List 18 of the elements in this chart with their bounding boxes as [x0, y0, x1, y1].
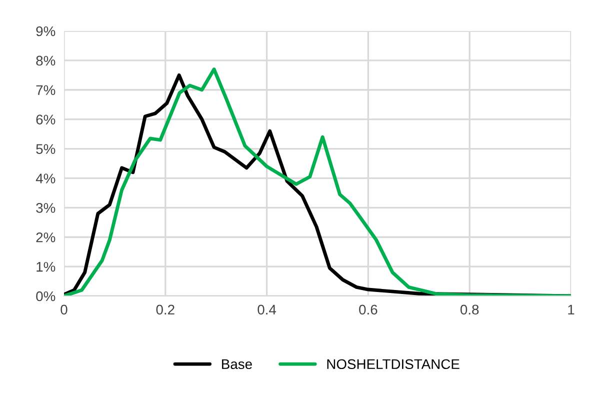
- x-tick-label: 1: [568, 304, 574, 314]
- y-tick-label: 0%: [36, 291, 56, 302]
- y-tick-label: 3%: [36, 203, 56, 213]
- x-tick-label: 0.8: [460, 304, 479, 315]
- y-tick-label: 7%: [36, 85, 56, 96]
- x-tick-label: 0.2: [156, 304, 174, 315]
- y-tick-label: 2%: [36, 232, 56, 242]
- y-tick-label: 4%: [36, 174, 56, 184]
- x-tick-label: 0: [60, 304, 68, 315]
- y-tick-label: 6%: [36, 114, 56, 125]
- y-tick-label: 1%: [36, 262, 56, 272]
- legend-label: NOSHELTDISTANCE: [327, 359, 460, 370]
- x-tick-label: 0.6: [359, 304, 378, 315]
- y-tick-label: 5%: [36, 144, 56, 154]
- y-tick-label: 8%: [36, 56, 56, 66]
- legend-label: Base: [222, 359, 252, 370]
- x-tick-label: 0.4: [258, 304, 276, 315]
- y-tick-label: 9%: [36, 26, 56, 36]
